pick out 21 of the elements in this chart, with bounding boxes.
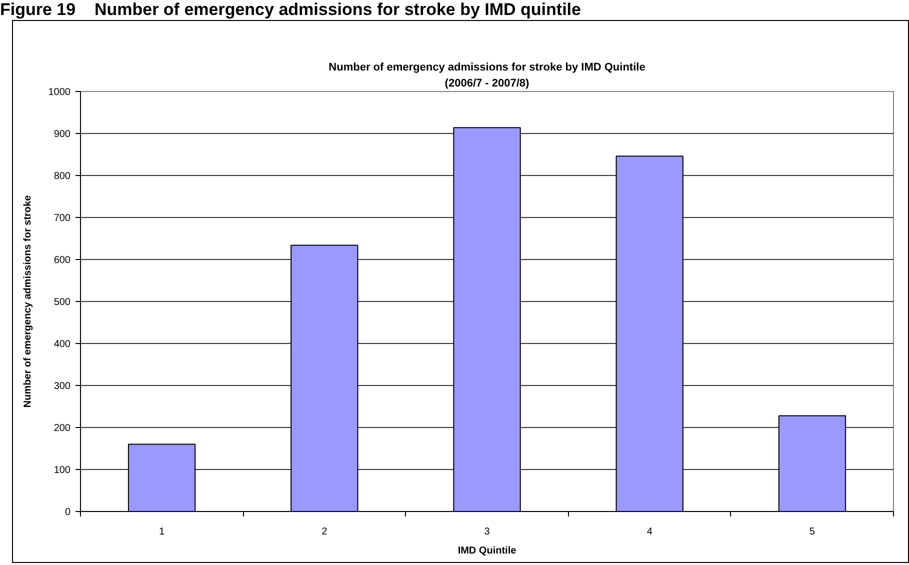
y-tick-label: 1000	[48, 87, 71, 98]
y-tick-label: 200	[54, 423, 71, 434]
y-tick-label: 900	[54, 129, 71, 140]
x-tick-label: 3	[484, 526, 490, 538]
y-tick-label: 500	[54, 297, 71, 308]
y-tick-label: 400	[54, 339, 71, 350]
x-tick-label: 2	[322, 526, 328, 538]
chart-subtitle: (2006/7 - 2007/8)	[444, 78, 530, 90]
x-tick-label: 1	[159, 526, 166, 538]
chart-title: Number of emergency admissions for stroke by IMD Quintile	[328, 62, 646, 74]
x-tick-label: 4	[646, 526, 653, 538]
caption: Figure 19 Number of emergency admissions for stroke by IMD quintile	[0, 0, 581, 20]
y-axis-title: Number of emergency admissions for stroke	[22, 194, 34, 408]
x-tick-label: 5	[809, 526, 816, 538]
y-tick-label: 300	[54, 381, 71, 392]
y-tick-label: 100	[54, 465, 71, 476]
y-tick-label: 0	[64, 507, 71, 518]
y-tick-label: 700	[54, 213, 71, 224]
y-tick-label: 600	[54, 255, 71, 266]
y-tick-label: 800	[54, 171, 71, 182]
x-axis-title: IMD Quintile	[458, 546, 517, 556]
